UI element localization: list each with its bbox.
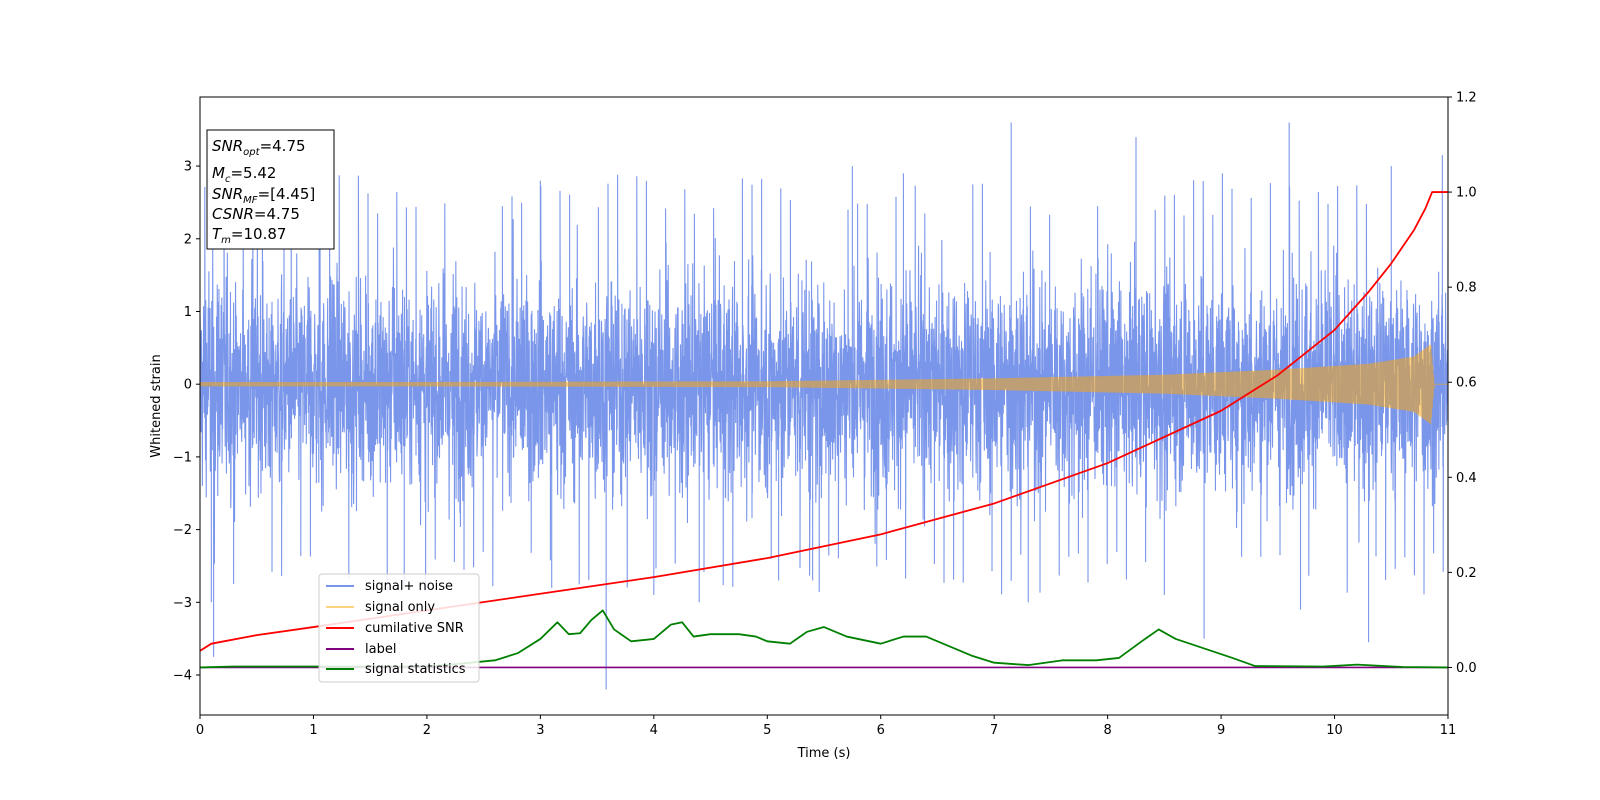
annotation-csnr-value: 4.75 [267,205,300,223]
y-right-tick-label: 1.2 [1456,91,1477,106]
legend-label-label: label [365,642,396,657]
series-signal-only [200,344,1448,424]
y-axis-label: Whitened strain [149,354,164,457]
x-tick-label: 7 [990,723,998,738]
x-tick-label: 2 [423,723,431,738]
series-signal-noise [200,122,1448,690]
x-tick-label: 10 [1326,723,1343,738]
annotation-snr-mf-value: [4.45] [270,185,315,203]
x-tick-label: 4 [650,723,658,738]
y-left-tick-label: −2 [173,523,192,538]
y-left-tick-label: 3 [184,160,192,175]
x-tick-label: 8 [1103,723,1111,738]
annotation-tm: Tm=10.87 [212,225,286,246]
y-left-tick-label: 2 [184,232,192,247]
x-tick-label: 1 [309,723,317,738]
x-tick-label: 11 [1440,723,1457,738]
y-right-tick-label: 0.0 [1456,661,1477,676]
legend-label-cumulative-snr: cumilative SNR [365,621,464,636]
x-tick-label: 0 [196,723,204,738]
annotation-snr-mf: SNRMF=[4.45] [212,185,315,206]
legend: signal+ noise signal only cumilative SNR… [318,573,480,683]
legend-label-signal-statistics: signal statistics [365,662,466,677]
x-axis-label: Time (s) [797,746,851,761]
y-left-tick-label: 1 [184,305,192,320]
x-tick-label: 6 [877,723,885,738]
series-signal-statistics [200,609,1448,669]
axes-frame [199,96,1449,716]
x-tick-label: 5 [763,723,771,738]
annotation-mc: Mc=5.42 [212,164,276,185]
y-right-tick-label: 0.6 [1456,376,1477,391]
y-right-tick-label: 0.2 [1456,566,1477,581]
y-left-tick-label: 0 [184,378,192,393]
x-tick-label: 3 [536,723,544,738]
y-right-axis-ticks: 0.0 0.2 0.4 0.6 0.8 1.0 1.2 [1448,91,1477,676]
y-right-tick-label: 0.8 [1456,281,1477,296]
annotation-mc-value: 5.42 [243,164,276,182]
x-axis-ticks: 0 1 2 3 4 5 6 7 8 9 10 11 [196,715,1456,738]
legend-label-signal-only: signal only [365,600,435,615]
x-tick-label: 9 [1217,723,1225,738]
legend-label-signal-noise: signal+ noise [365,579,453,594]
y-right-tick-label: 0.4 [1456,471,1477,486]
annotation-frame [206,129,335,250]
annotation-snr-opt: SNRopt=4.75 [212,137,306,158]
y-left-tick-label: −4 [173,669,192,684]
annotation-tm-value: 10.87 [244,225,287,243]
y-left-tick-label: −1 [173,450,192,465]
annotation-snr-opt-value: 4.75 [272,137,305,155]
y-right-tick-label: 1.0 [1456,186,1477,201]
annotation-box: SNRopt=4.75 Mc=5.42 SNRMF=[4.45] CSNR=4.… [206,129,335,250]
y-left-tick-label: −3 [173,596,192,611]
y-left-axis-ticks: −4 −3 −2 −1 0 1 2 3 [173,160,200,684]
legend-frame [318,573,480,683]
annotation-csnr: CSNR=4.75 [212,205,300,223]
